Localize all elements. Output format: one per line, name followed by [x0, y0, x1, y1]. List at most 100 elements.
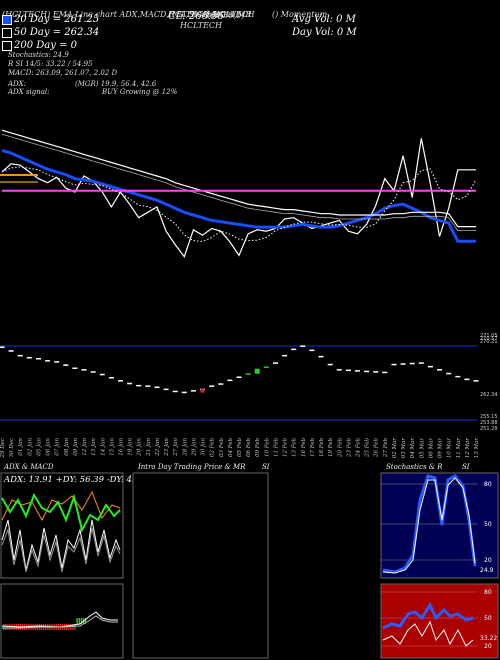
price-axis-label: 251.28: [480, 426, 498, 432]
stoch-level-50: 50: [484, 521, 492, 528]
date-label: 18 Feb: [319, 438, 325, 458]
price-axis-label: 262.34: [480, 392, 498, 398]
scatter-point: [81, 369, 87, 371]
rsi-label: R SI 14/5: 33.22 / 54.95: [8, 60, 93, 68]
scatter-point: [318, 355, 324, 358]
date-label: 26 Feb: [374, 438, 380, 459]
stoch-level-20: 20: [484, 557, 492, 564]
scatter-point: [218, 383, 224, 385]
date-label: 13 Feb: [292, 438, 298, 458]
scatter-point: [227, 379, 233, 382]
scatter-point: [36, 358, 41, 360]
price-axis-label: 270.21: [480, 339, 498, 345]
stoch-value: 24.9: [480, 567, 494, 574]
date-label: 21 Jan: [146, 438, 152, 457]
rsi-level-50: 50: [484, 615, 492, 622]
date-label: 06 Jan: [46, 438, 52, 456]
scatter-point: [409, 362, 415, 365]
ema20-label: 20 Day = 261.25: [14, 14, 100, 25]
scatter-point: [136, 384, 142, 387]
stoch-si-title: SI: [462, 463, 470, 471]
ema200-swatch: [2, 41, 12, 51]
date-label: 24 Feb: [356, 438, 362, 459]
ema200-label: 200 Day = 0: [14, 40, 77, 51]
ema50-swatch: [2, 28, 12, 38]
date-label: 06 Feb: [246, 438, 252, 458]
date-label: 20 Feb: [337, 438, 343, 459]
scatter-point: [63, 364, 69, 366]
scatter-point: [309, 349, 315, 352]
macd-bar: [78, 618, 80, 624]
date-label: 05 Feb: [237, 438, 243, 458]
date-label: 01 Jan: [18, 438, 24, 456]
scatter-point: [72, 367, 78, 369]
ema20-swatch: [2, 15, 12, 25]
date-label: 09 Jan: [73, 438, 79, 456]
scatter-point: [427, 365, 433, 368]
scatter-point: [464, 378, 470, 381]
symbol-tag-2: HCLTECH: [180, 21, 223, 30]
scatter-point: [118, 380, 123, 382]
ema50-label: 50 Day = 262.34: [14, 27, 100, 38]
date-label: 14 Jan: [100, 438, 106, 456]
date-label: 19 Feb: [328, 438, 334, 458]
date-label: 30 Dec: [9, 438, 15, 458]
scatter-point: [8, 350, 14, 352]
stoch-label: Stochastics: 24.9: [8, 51, 69, 59]
macd-bar: [70, 624, 72, 630]
date-label: 27 Jan: [173, 438, 179, 457]
scatter-point: [145, 385, 151, 387]
date-label: 08 Jan: [64, 438, 70, 456]
date-label: 17 Feb: [310, 438, 316, 458]
scatter-point: [327, 363, 333, 366]
macd-bar: [7, 624, 9, 630]
macd-bar: [80, 618, 83, 624]
scatter-point: [190, 390, 196, 392]
scatter-point: [473, 380, 479, 382]
adx-label: ADX:: [8, 80, 27, 88]
stoch-level-80: 80: [484, 481, 492, 488]
date-label: 15 Jan: [109, 438, 115, 456]
scatter-point: [45, 360, 51, 362]
rsi-line: [382, 601, 474, 630]
stoch-d-line: [382, 477, 476, 574]
date-label: 11 Feb: [273, 438, 279, 458]
macd-bar: [84, 618, 87, 624]
scatter-point: [300, 345, 306, 347]
scatter-point: [209, 385, 215, 387]
scatter-point: [90, 371, 96, 373]
scatter-point: [355, 370, 360, 372]
adx-white-line: [1, 519, 121, 571]
rsi-level-80: 80: [484, 589, 492, 596]
scatter-point: [373, 371, 379, 373]
stochastics-panel: [380, 472, 499, 579]
intra-panel-title: Intra Day Trading Price & MR: [138, 463, 246, 471]
macd-bar: [74, 624, 76, 630]
macd-panel: [0, 583, 124, 659]
series-20-day: [1, 148, 476, 243]
date-label: 12 Jan: [82, 438, 88, 456]
symbol-tag: HCLTECH HCLTECH: [168, 10, 255, 19]
date-label: 03 Mar: [401, 438, 407, 459]
adx-orange-line: [1, 490, 121, 522]
date-label: 07 Jan: [55, 438, 61, 456]
momentum-tag: () Momentum: [272, 10, 328, 19]
rsi-value: 33.22: [480, 635, 497, 642]
date-label: 02 Jan: [27, 438, 33, 456]
scatter-point: [418, 362, 424, 364]
plus-di-line: [1, 492, 121, 533]
scatter-point: [446, 372, 452, 375]
macd-label: MACD: 263.09, 261.07, 2.02 D: [8, 69, 118, 77]
date-label: 20 Jan: [137, 438, 143, 457]
scatter-point: [291, 348, 297, 351]
scatter-point: [163, 388, 169, 391]
date-label: 16 Jan: [119, 438, 125, 456]
date-label: 28 Jan: [182, 438, 188, 457]
adx-grey-line: [1, 527, 121, 573]
date-label: 23 Feb: [346, 438, 352, 459]
close-label-2: 266.56(0): [205, 11, 245, 20]
scatter-point: [54, 361, 60, 363]
date-label: 16 Feb: [301, 438, 307, 458]
